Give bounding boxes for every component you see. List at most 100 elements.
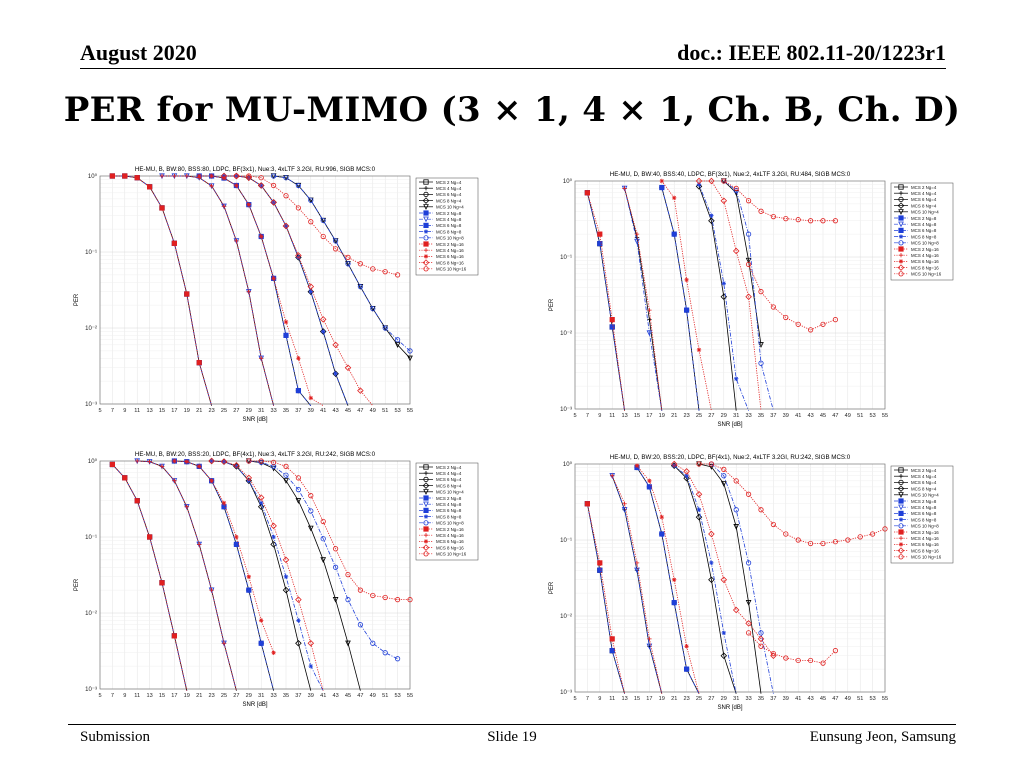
legend-marker [423, 204, 429, 210]
legend-marker [898, 191, 904, 196]
data-point [320, 518, 326, 525]
legend-marker [898, 479, 904, 486]
data-point [709, 213, 714, 218]
legend-entry-mcs-10-ng-8: MCS 10 Ng=8 [894, 523, 939, 529]
y-tick-label: 10⁰ [563, 178, 573, 185]
legend-entry-mcs-6-ng-8: MCS 6 Ng=8 [419, 222, 462, 228]
x-tick-label: 33 [270, 408, 276, 414]
data-point [295, 487, 301, 493]
legend-marker [423, 507, 429, 514]
legend-label: MCS 6 Ng=8 [436, 508, 462, 513]
legend-label: MCS 2 Ng=8 [436, 496, 462, 501]
data-point [721, 630, 726, 636]
data-point [172, 478, 177, 483]
data-point [584, 501, 591, 507]
x-tick-label: 7 [586, 696, 589, 702]
data-point [733, 507, 739, 513]
x-axis-label: SNR [dB] [717, 705, 742, 711]
grid [99, 176, 411, 405]
legend-marker [897, 202, 905, 209]
data-point [709, 560, 714, 566]
data-point [672, 195, 677, 201]
data-point [634, 238, 640, 245]
series-line [636, 467, 700, 694]
legend-entry-mcs-8-ng-4: MCS 8 Ng=4 [894, 485, 937, 492]
legend-marker [898, 259, 904, 264]
data-point [394, 337, 401, 343]
data-point [283, 463, 289, 469]
legend-label: MCS 4 Ng=4 [436, 471, 462, 476]
legend-marker [423, 216, 429, 223]
x-tick-label: 7 [111, 693, 114, 699]
footer-submission: Submission [80, 729, 151, 745]
x-tick-label: 7 [111, 408, 114, 414]
data-point [270, 522, 277, 530]
legend-entry-mcs-10-ng-4: MCS 10 Ng=4 [894, 492, 939, 498]
data-point [394, 342, 401, 348]
legend-entry-mcs-8-ng-8: MCS 8 Ng=8 [419, 229, 462, 234]
data-point [647, 307, 652, 313]
data-point [671, 231, 677, 237]
x-tick-label: 15 [159, 408, 165, 414]
data-point [370, 305, 376, 312]
data-point [319, 328, 327, 335]
legend-marker [423, 248, 429, 253]
data-point [320, 217, 326, 224]
data-point [746, 560, 752, 566]
series-line [273, 175, 411, 359]
legend-label: MCS 10 Ng=4 [911, 493, 939, 498]
data-point [407, 597, 413, 603]
data-point [758, 342, 764, 348]
y-tick-label: 10⁻² [560, 614, 572, 620]
x-tick-label: 35 [283, 408, 289, 414]
data-point [746, 630, 752, 636]
series-mcs-6-ng-8 [659, 184, 700, 411]
series-mcs-6-ng-16 [172, 458, 276, 655]
data-point [171, 633, 177, 639]
legend-marker [423, 539, 429, 544]
data-point [209, 587, 214, 593]
data-point [159, 464, 165, 469]
x-tick-label: 49 [845, 696, 851, 702]
data-point [671, 600, 677, 606]
legend-marker [898, 253, 904, 258]
data-point [109, 173, 116, 179]
legend-marker [423, 551, 429, 557]
data-point [333, 371, 338, 376]
series-line [587, 192, 625, 411]
legend-label: MCS 4 Ng=8 [436, 217, 462, 222]
legend-label: MCS 2 Ng=4 [436, 465, 462, 470]
legend-marker [423, 191, 429, 198]
data-point [308, 395, 313, 401]
legend-entry-mcs-8-ng-8: MCS 8 Ng=8 [894, 517, 937, 522]
data-point [271, 650, 276, 655]
data-point [308, 508, 314, 514]
series-line [587, 192, 625, 411]
series-mcs-6-ng-8 [196, 173, 312, 406]
x-tick-label: 53 [394, 693, 400, 699]
series-mcs-6-ng-4 [171, 458, 274, 691]
legend-marker [423, 533, 429, 538]
legend-entry-mcs-4-ng-16: MCS 4 Ng=16 [894, 253, 939, 258]
data-point [147, 459, 152, 464]
legend-marker [898, 271, 904, 277]
data-point [721, 473, 727, 479]
data-point [295, 388, 301, 394]
data-point [234, 534, 239, 540]
x-tick-label: 53 [869, 696, 875, 702]
data-point [308, 663, 313, 669]
data-point [271, 276, 276, 281]
data-point [257, 182, 265, 189]
legend-entry-mcs-6-ng-16: MCS 6 Ng=16 [894, 542, 939, 547]
data-point [283, 472, 289, 478]
legend-entry-mcs-2-ng-8: MCS 2 Ng=8 [419, 495, 462, 501]
data-point [332, 546, 339, 552]
legend-entry-mcs-10-ng-4: MCS 10 Ng=4 [419, 489, 464, 495]
legend-entry-mcs-2-ng-16: MCS 2 Ng=16 [894, 529, 939, 535]
series-line [248, 460, 398, 660]
data-point [394, 272, 401, 278]
x-tick-label: 25 [696, 696, 702, 702]
legend-marker [898, 234, 904, 239]
data-point [357, 284, 363, 290]
